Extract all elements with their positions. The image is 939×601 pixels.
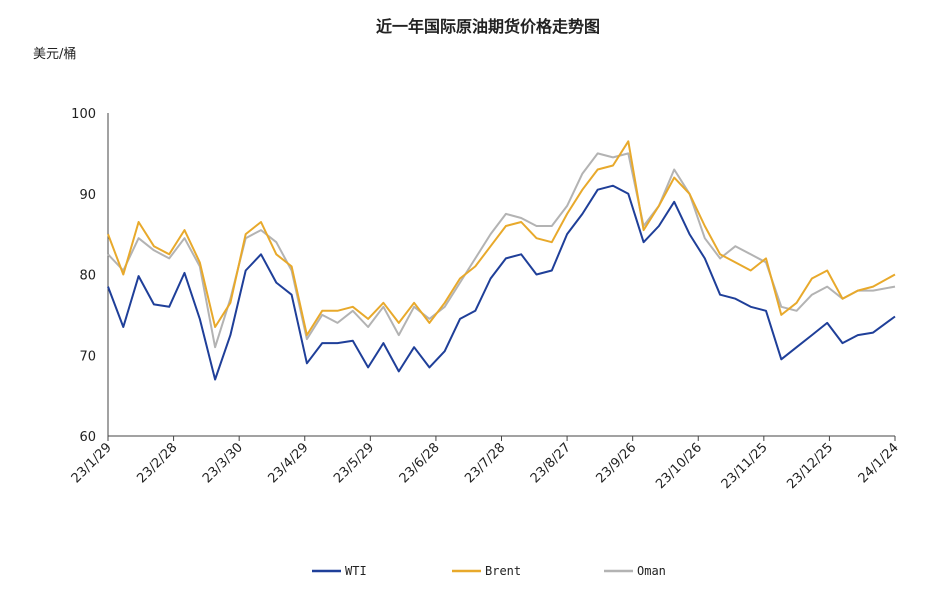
y-axis-ticks: 60 70 80 90 100 [71, 107, 96, 445]
x-tick-label: 23/4/29 [266, 440, 312, 486]
x-tick-label: 23/12/25 [784, 440, 836, 492]
x-tick-label: 23/8/27 [528, 440, 574, 486]
y-tick-label: 90 [79, 188, 96, 203]
y-tick-label: 80 [79, 269, 96, 284]
x-tick-label: 23/11/25 [719, 440, 771, 492]
x-tick-label: 24/1/24 [856, 440, 902, 486]
x-tick-label: 23/5/29 [331, 440, 377, 486]
y-tick-label: 70 [79, 349, 96, 364]
x-axis-ticks: 23/1/29 23/2/28 23/3/30 23/4/29 23/5/29 23/6/… [69, 436, 902, 492]
y-axis-unit-label: 美元/桶 [33, 47, 76, 62]
legend-label-oman: Oman [637, 564, 666, 578]
x-tick-label: 23/9/26 [593, 440, 639, 486]
axes [107, 113, 895, 437]
y-tick-label: 100 [71, 107, 96, 122]
series-lines [107, 140, 896, 381]
legend-label-brent: Brent [485, 564, 521, 578]
series-line-wti [107, 184, 896, 381]
x-tick-label: 23/3/30 [200, 440, 246, 486]
x-tick-label: 23/1/29 [69, 440, 115, 486]
x-tick-label: 23/10/26 [653, 440, 705, 492]
legend: WTI Brent Oman [312, 564, 666, 578]
chart-title: 近一年国际原油期货价格走势图 [376, 17, 600, 36]
legend-label-wti: WTI [345, 564, 367, 578]
x-tick-label: 23/6/28 [397, 440, 443, 486]
series-line-oman [107, 152, 896, 349]
x-tick-label: 23/2/28 [134, 440, 180, 486]
series-line-brent [107, 140, 896, 337]
x-tick-label: 23/7/28 [462, 440, 508, 486]
y-tick-label: 60 [79, 430, 96, 445]
